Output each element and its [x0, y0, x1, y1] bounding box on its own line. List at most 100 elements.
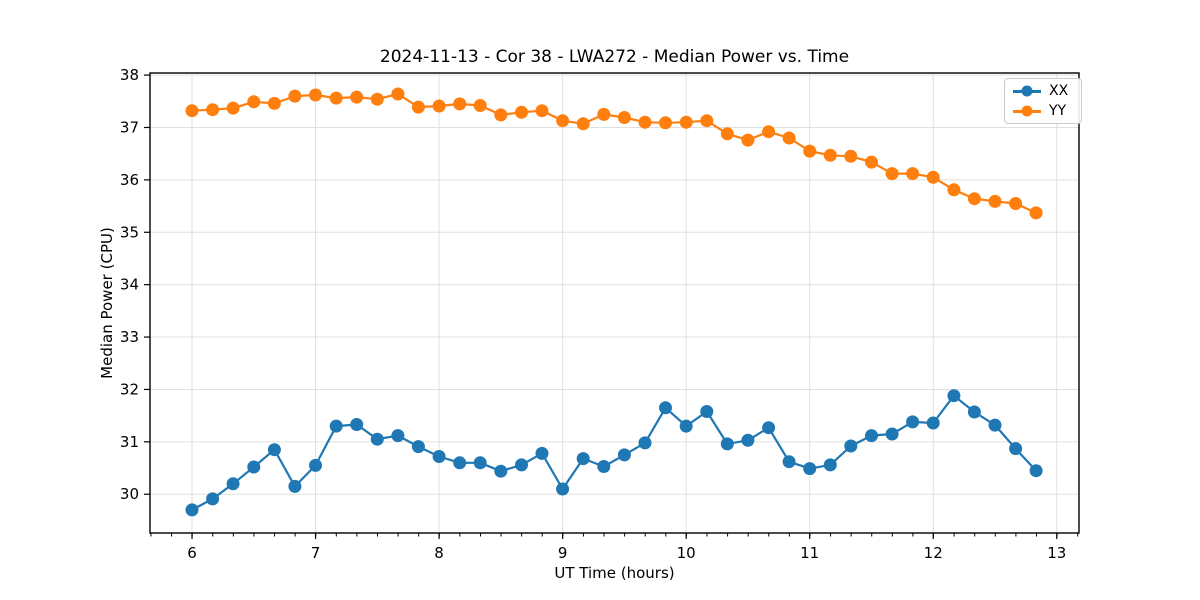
data-point-xx [720, 437, 734, 451]
data-point-yy [762, 125, 776, 139]
data-point-xx [1009, 442, 1023, 456]
data-point-yy [844, 149, 858, 163]
data-point-xx [329, 419, 343, 433]
data-point-xx [782, 455, 796, 469]
legend-item-xx: XX [1013, 83, 1075, 99]
data-point-xx [803, 462, 817, 476]
data-point-xx [576, 452, 590, 466]
data-point-yy [720, 127, 734, 141]
x-tick-label: 12 [924, 544, 943, 562]
data-point-xx [185, 503, 199, 517]
data-point-xx [659, 401, 672, 415]
data-point-xx [515, 458, 528, 472]
data-point-yy [803, 144, 817, 158]
data-point-xx [288, 479, 302, 493]
data-point-yy [597, 107, 611, 121]
data-point-yy [638, 115, 652, 129]
data-point-xx [762, 421, 776, 435]
x-tick-label: 13 [1047, 544, 1066, 562]
data-point-yy [865, 155, 878, 169]
data-point-yy [453, 97, 467, 111]
plot-spines [149, 72, 1080, 534]
data-point-xx [823, 458, 837, 472]
data-point-yy [741, 133, 755, 147]
data-point-yy [1009, 197, 1023, 210]
data-point-xx [597, 460, 611, 473]
data-point-yy [906, 167, 920, 181]
legend-sample-xx [1013, 85, 1041, 98]
legend-label-yy: YY [1049, 103, 1067, 119]
data-point-yy [885, 167, 899, 181]
data-point-xx [391, 429, 405, 443]
data-point-yy [700, 114, 714, 128]
data-point-xx [844, 439, 858, 453]
y-tick-label: 30 [120, 485, 139, 503]
data-point-xx [267, 443, 281, 457]
data-point-yy [659, 116, 672, 130]
data-point-xx [350, 418, 364, 431]
legend-marker-icon [1021, 105, 1033, 117]
data-point-xx [370, 432, 384, 446]
data-point-xx [638, 436, 652, 450]
legend-sample-yy [1013, 105, 1041, 118]
data-point-xx [617, 448, 631, 462]
data-point-xx [556, 482, 570, 496]
data-point-yy [556, 114, 570, 128]
y-tick-label: 36 [120, 171, 139, 189]
data-point-xx [206, 492, 220, 506]
data-point-yy [679, 115, 693, 129]
y-tick-label: 38 [120, 66, 139, 84]
legend-item-yy: YY [1013, 103, 1075, 119]
data-point-yy [350, 90, 364, 104]
y-tick-label: 35 [120, 223, 139, 241]
data-point-xx [473, 456, 487, 470]
data-point-yy [535, 104, 549, 118]
data-point-xx [494, 464, 508, 478]
data-point-yy [947, 183, 961, 197]
legend-marker-icon [1021, 85, 1033, 97]
data-point-yy [823, 148, 837, 162]
data-point-yy [967, 192, 981, 206]
x-tick-label: 11 [800, 544, 819, 562]
data-point-xx [535, 446, 549, 460]
data-point-xx [1029, 464, 1043, 478]
data-point-yy [411, 100, 425, 114]
data-point-yy [226, 101, 240, 115]
data-point-xx [906, 415, 920, 429]
data-point-yy [782, 131, 796, 145]
data-point-yy [206, 103, 220, 117]
data-point-yy [329, 91, 343, 105]
x-tick-label: 6 [187, 544, 197, 562]
data-point-xx [947, 389, 961, 403]
legend-label-xx: XX [1049, 83, 1069, 99]
data-point-yy [288, 89, 302, 103]
data-point-xx [967, 405, 981, 419]
x-tick-label: 10 [677, 544, 696, 562]
data-point-yy [309, 88, 322, 102]
data-point-xx [988, 418, 1002, 432]
x-tick-label: 7 [311, 544, 321, 562]
data-point-xx [453, 456, 467, 470]
y-axis-label: Median Power (CPU) [98, 227, 116, 379]
data-point-xx [865, 429, 878, 443]
data-point-yy [988, 194, 1002, 208]
x-axis-label: UT Time (hours) [554, 564, 675, 582]
data-point-yy [494, 108, 508, 122]
data-point-xx [885, 427, 899, 441]
data-point-yy [926, 170, 940, 184]
data-point-xx [679, 419, 693, 433]
chart-title: 2024-11-13 - Cor 38 - LWA272 - Median Po… [379, 47, 850, 67]
data-point-xx [741, 433, 755, 447]
data-point-yy [473, 99, 487, 112]
data-point-yy [267, 96, 281, 110]
data-point-xx [700, 405, 714, 418]
y-tick-label: 32 [120, 380, 139, 398]
data-point-yy [247, 95, 261, 109]
series-line-yy [190, 92, 1038, 214]
data-point-yy [515, 105, 528, 119]
x-tick-label: 8 [434, 544, 444, 562]
x-tick-label: 9 [558, 544, 568, 562]
legend: XX YY [1004, 78, 1082, 124]
